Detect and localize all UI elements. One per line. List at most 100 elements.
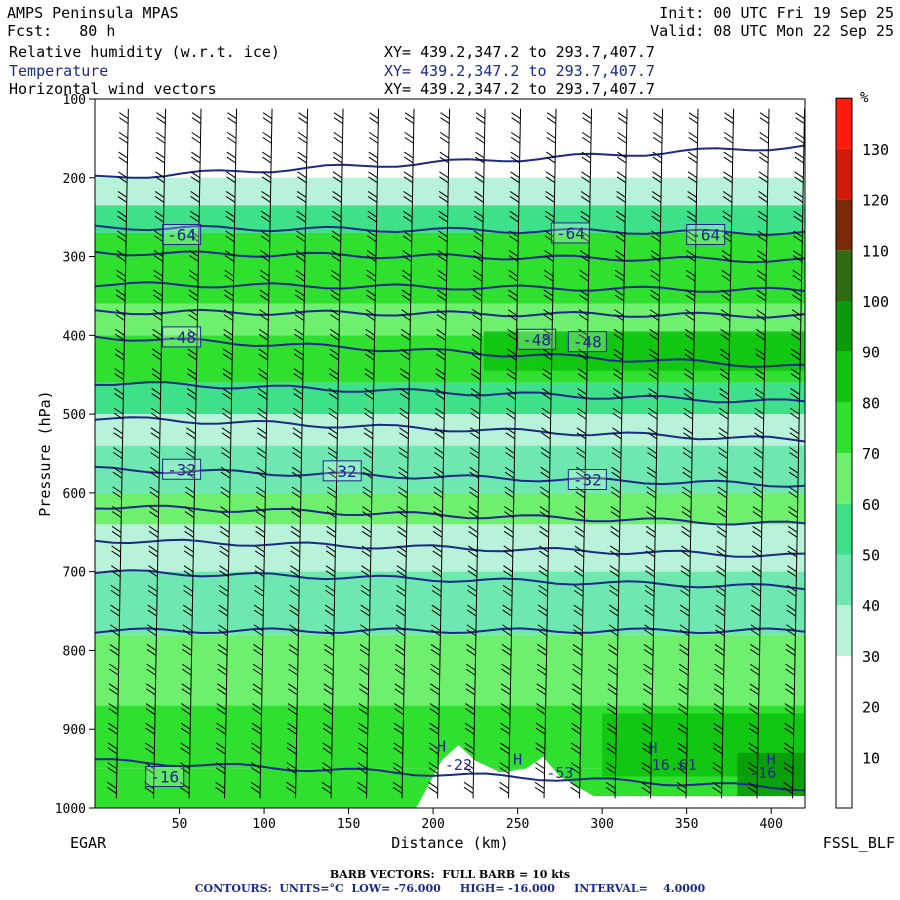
- wind-barb: [399, 388, 410, 400]
- contour-label-box: [567, 331, 607, 353]
- wind-barb: [151, 388, 161, 400]
- wind-barb: [429, 722, 439, 735]
- wind-barb: [328, 427, 338, 440]
- wind-barb: [749, 663, 760, 676]
- wind-barb: [250, 781, 261, 794]
- wind-barb: [254, 565, 265, 578]
- wind-barb: [330, 289, 341, 302]
- wind-barb: [223, 348, 233, 361]
- wind-barb: [571, 722, 581, 735]
- wind-barb: [404, 112, 415, 125]
- wind-barb: [678, 683, 689, 696]
- wind-barb: [398, 486, 408, 499]
- contour-label: -64: [556, 224, 585, 243]
- y-tick-label: 200: [63, 172, 86, 187]
- wind-barb: [466, 604, 477, 617]
- wind-barb: [472, 309, 482, 322]
- wind-barb: [293, 388, 303, 400]
- wind-barb: [394, 663, 405, 676]
- wind-barb: [148, 525, 159, 538]
- wind-barb: [650, 289, 660, 302]
- wind-barb: [502, 584, 513, 597]
- wind-barb: [683, 427, 693, 440]
- wind-barb: [580, 210, 591, 223]
- wind-barb: [785, 644, 796, 656]
- colorbar-tick-label: 40: [862, 597, 880, 615]
- wind-barb: [794, 131, 805, 144]
- wind-barb: [580, 191, 591, 203]
- wind-barb: [145, 722, 155, 735]
- wind-barb: [360, 624, 370, 637]
- wind-barb: [613, 368, 623, 381]
- wind-barb: [793, 210, 804, 223]
- wind-barb: [362, 466, 373, 479]
- rh-band: [95, 492, 805, 525]
- wind-barb: [470, 407, 481, 420]
- colorbar-swatch: [836, 605, 852, 656]
- wind-barb: [610, 506, 621, 518]
- wind-barb: [366, 250, 377, 262]
- wind-barb: [252, 703, 262, 715]
- wind-barb: [752, 506, 763, 518]
- wind-barb: [685, 289, 696, 302]
- wind-barb: [503, 525, 514, 538]
- wind-barb: [545, 191, 555, 203]
- y-tick-label: 900: [63, 723, 86, 738]
- wind-barb: [755, 328, 766, 341]
- wind-barb: [226, 151, 237, 164]
- wind-barb: [753, 466, 763, 479]
- wind-barb: [184, 525, 194, 538]
- wind-barb: [507, 309, 518, 322]
- wind-barb: [613, 348, 624, 361]
- wind-barb: [221, 447, 231, 459]
- wind-barb: [215, 781, 225, 794]
- wind-barb: [357, 742, 368, 755]
- wind-barb: [472, 289, 483, 302]
- wind-barb: [150, 407, 161, 420]
- wind-barb: [641, 742, 652, 755]
- wind-barb: [507, 348, 517, 361]
- wind-barb: [712, 762, 723, 775]
- wind-barb: [436, 348, 446, 361]
- wind-barb: [613, 328, 624, 341]
- colorbar-tick-label: 20: [862, 699, 880, 717]
- wind-barb: [155, 171, 165, 184]
- wind-barb: [608, 644, 618, 656]
- colorbar-swatch: [836, 98, 852, 149]
- wind-barb: [721, 250, 732, 262]
- wind-barb: [109, 644, 120, 656]
- wind-barb: [404, 131, 414, 144]
- wind-barb: [216, 703, 227, 715]
- wind-barb: [440, 112, 450, 125]
- terrain: [95, 744, 805, 808]
- wind-barb: [507, 328, 517, 341]
- wind-barb: [510, 171, 520, 184]
- wind-barb: [259, 269, 270, 282]
- colorbar-tick-label: 50: [862, 547, 880, 565]
- wind-barb: [471, 348, 482, 361]
- colorbar-tick-label: 10: [862, 749, 880, 767]
- wind-barb: [181, 703, 191, 715]
- wind-barb: [360, 604, 371, 617]
- wind-barb: [752, 525, 762, 538]
- wind-barb: [251, 742, 262, 755]
- wind-barb: [216, 722, 226, 735]
- wind-barb: [680, 565, 691, 578]
- wind-barb: [361, 565, 371, 578]
- wind-barb: [291, 466, 302, 479]
- wind-barb: [683, 388, 694, 400]
- wind-barb: [641, 762, 652, 775]
- wind-barb: [324, 644, 334, 656]
- wind-barb: [684, 348, 695, 361]
- temperature-contour-line: [94, 416, 806, 443]
- wind-barb: [297, 151, 308, 164]
- wind-barb: [322, 722, 333, 735]
- wind-barb: [540, 486, 550, 499]
- wind-barb: [652, 151, 663, 164]
- wind-barb: [119, 112, 129, 125]
- wind-barb: [397, 525, 407, 538]
- wind-barb: [717, 486, 728, 499]
- terrain-contour-label: -16: [749, 764, 776, 782]
- wind-barb: [220, 486, 231, 499]
- terrain-contour-label: H: [513, 751, 522, 769]
